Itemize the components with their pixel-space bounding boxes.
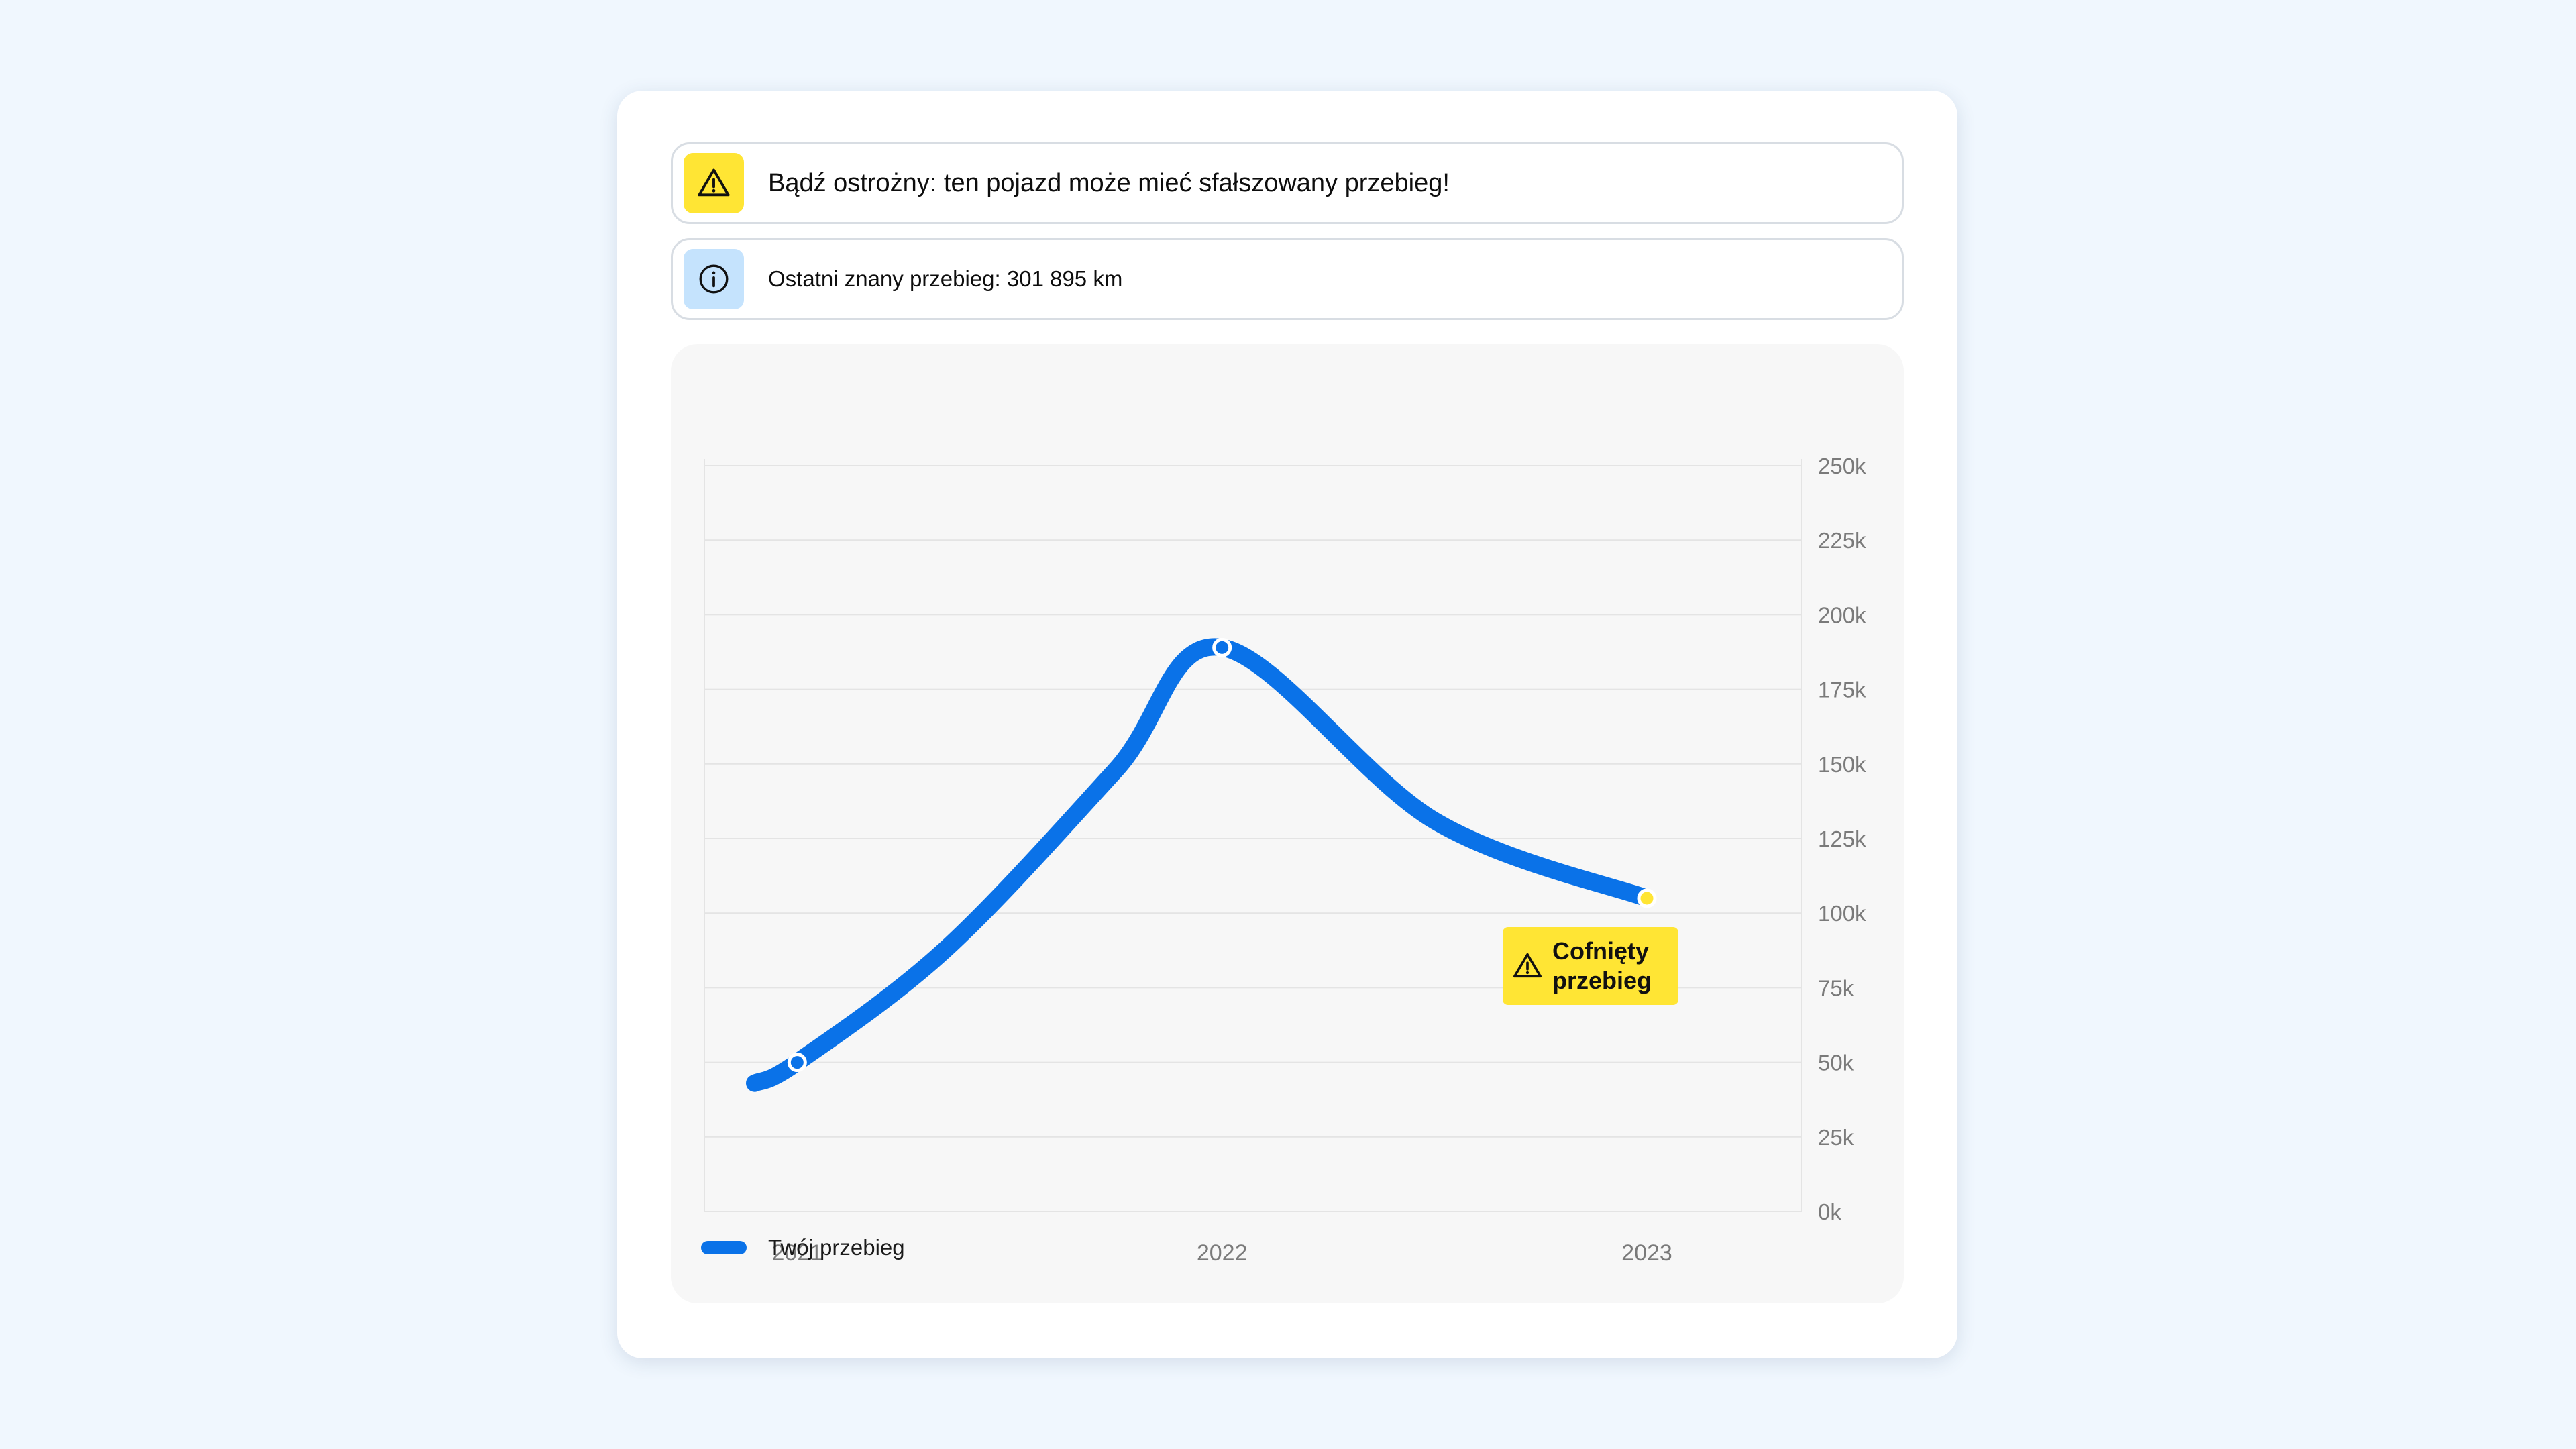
y-tick-label: 125k [1818,826,1866,851]
y-tick-label: 50k [1818,1051,1854,1075]
legend-swatch [701,1241,747,1254]
warning-triangle-icon [684,153,744,213]
y-tick-label: 150k [1818,752,1866,777]
y-tick-label: 75k [1818,975,1854,1000]
x-tick-label: 2023 [1621,1240,1672,1266]
y-tick-label: 100k [1818,901,1866,926]
warning-triangle-icon [1513,953,1542,978]
warning-text: Bądź ostrożny: ten pojazd może mieć sfał… [768,168,1450,197]
y-tick-label: 250k [1818,453,1866,478]
x-tick-label: 2022 [1197,1240,1248,1266]
x-tick-label: 2021 [772,1240,823,1266]
last-mileage-info-alert: Ostatni znany przebieg: 301 895 km [671,238,1904,320]
mileage-chart-panel: 0k 25k 50k 75k 100k 125k 150k 175k 200k 225k 250k 2… [671,344,1904,1303]
mileage-report-card: Bądź ostrożny: ten pojazd może mieć sfał… [617,91,1957,1358]
y-tick-label: 0k [1818,1199,1841,1224]
mileage-chart: 0k 25k 50k 75k 100k 125k 150k 175k 200k 225k 250k 2… [704,453,1866,1266]
rollback-callout: Cofnięty przebieg [1503,927,1678,1005]
legend-label: Twój przebieg [768,1235,905,1260]
chart-legend: Twój przebieg [701,1235,905,1260]
info-circle-icon [684,249,744,309]
rollback-point-marker [1637,888,1657,908]
mileage-series-line [746,638,1656,1092]
y-tick-label: 225k [1818,528,1866,553]
last-mileage-text: Ostatni znany przebieg: 301 895 km [768,266,1123,291]
fraud-warning-alert: Bądź ostrożny: ten pojazd może mieć sfał… [671,142,1904,224]
y-tick-label: 200k [1818,602,1866,627]
mileage-point-marker [1212,637,1232,657]
y-tick-label: 175k [1818,678,1866,702]
mileage-point-marker [787,1053,807,1073]
y-tick-label: 25k [1818,1125,1854,1150]
rollback-callout-text: Cofnięty przebieg [1552,937,1652,994]
